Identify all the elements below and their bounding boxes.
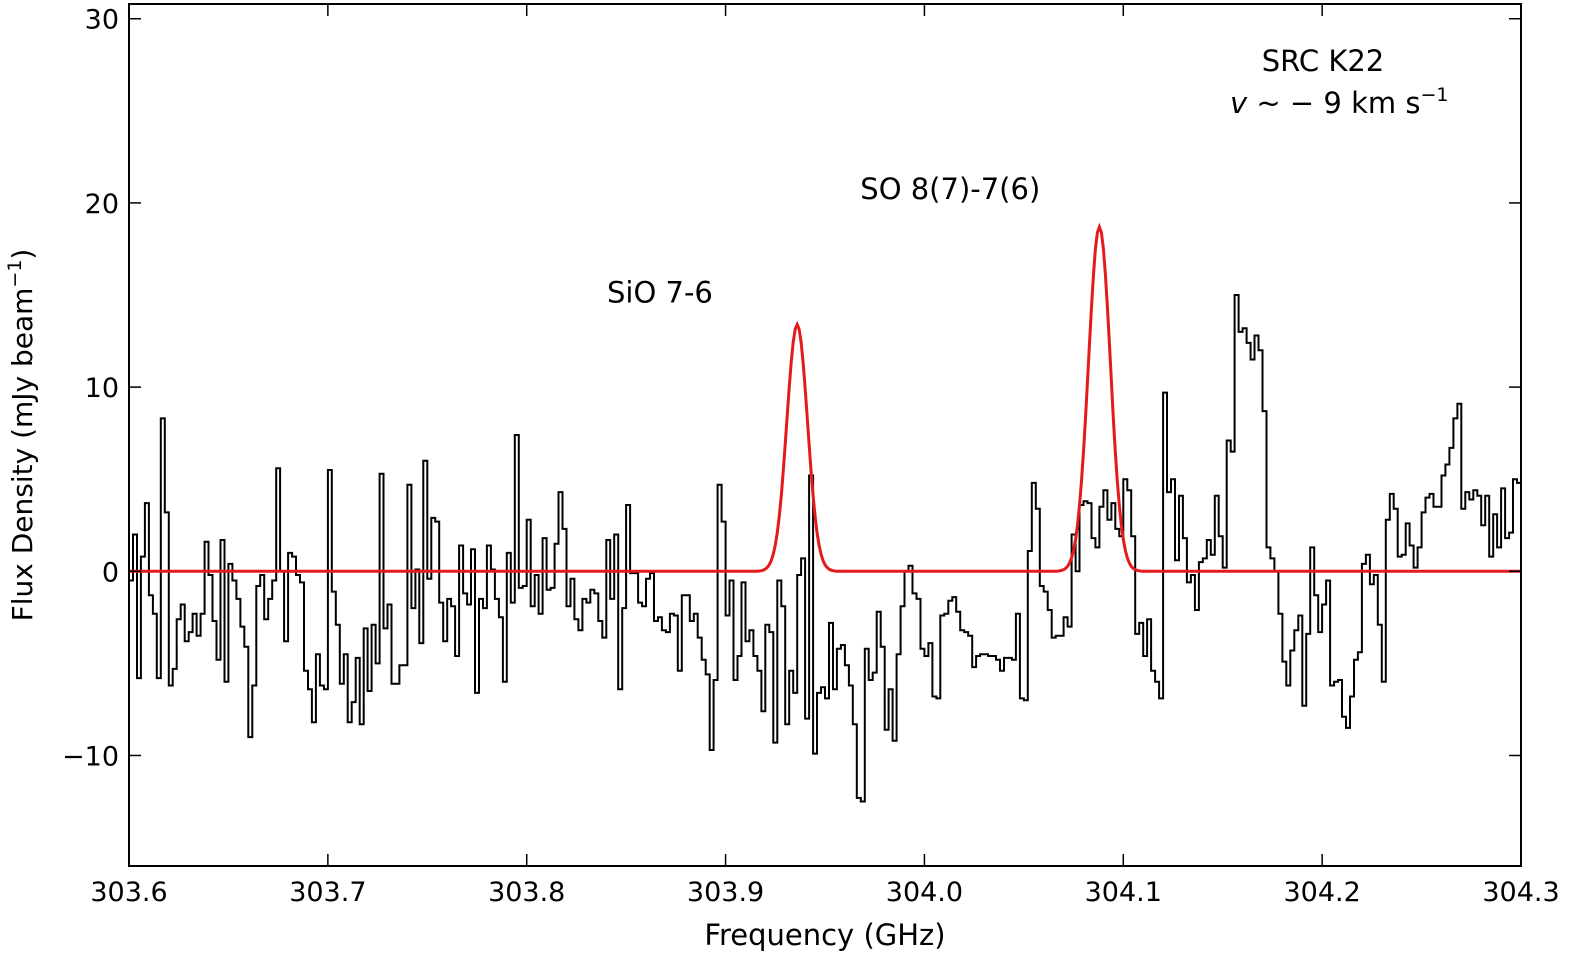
- x-axis-label: Frequency (GHz): [704, 918, 945, 952]
- y-axis-label: Flux Density (mJy beam−1): [4, 249, 39, 622]
- x-tick-label: 304.3: [1482, 877, 1559, 908]
- y-tick-label: −10: [62, 741, 119, 772]
- x-tick-label: 304.0: [886, 877, 963, 908]
- spectrum-line: [129, 294, 1521, 803]
- source-velocity-sup: −1: [1420, 84, 1448, 106]
- y-tick-label: 20: [85, 189, 119, 220]
- gaussian-fit-line: [129, 222, 1521, 573]
- y-axis-label-main: Flux Density (mJy beam: [6, 288, 39, 622]
- source-velocity-var: v: [1230, 86, 1248, 120]
- annotation-so-label: SO 8(7)-7(6): [860, 172, 1040, 206]
- y-axis-label-sup: −1: [4, 260, 26, 288]
- plot-layer: [129, 222, 1521, 803]
- annotation-sio-label: SiO 7-6: [607, 275, 713, 309]
- x-tick-label: 303.6: [90, 877, 167, 908]
- ticks-layer: 303.6 303.7 303.8 303.9 304.0 304.1 304.2 304.3…: [62, 4, 1560, 908]
- x-tick-label: 303.7: [289, 877, 366, 908]
- x-tick-label: 304.1: [1085, 877, 1162, 908]
- source-velocity-rest: ~ − 9 km s: [1247, 86, 1420, 120]
- source-name-label: SRC K22: [1262, 44, 1385, 78]
- y-tick-label: 10: [85, 373, 119, 404]
- axes-frame: [128, 3, 1522, 867]
- x-tick-label: 303.9: [687, 877, 764, 908]
- source-velocity-label: v ~ − 9 km s−1: [1230, 84, 1448, 120]
- y-tick-label: 30: [85, 5, 119, 36]
- y-axis-label-close: ): [6, 249, 39, 260]
- x-tick-label: 303.8: [488, 877, 565, 908]
- x-tick-label: 304.2: [1283, 877, 1360, 908]
- y-tick-label: 0: [102, 557, 119, 588]
